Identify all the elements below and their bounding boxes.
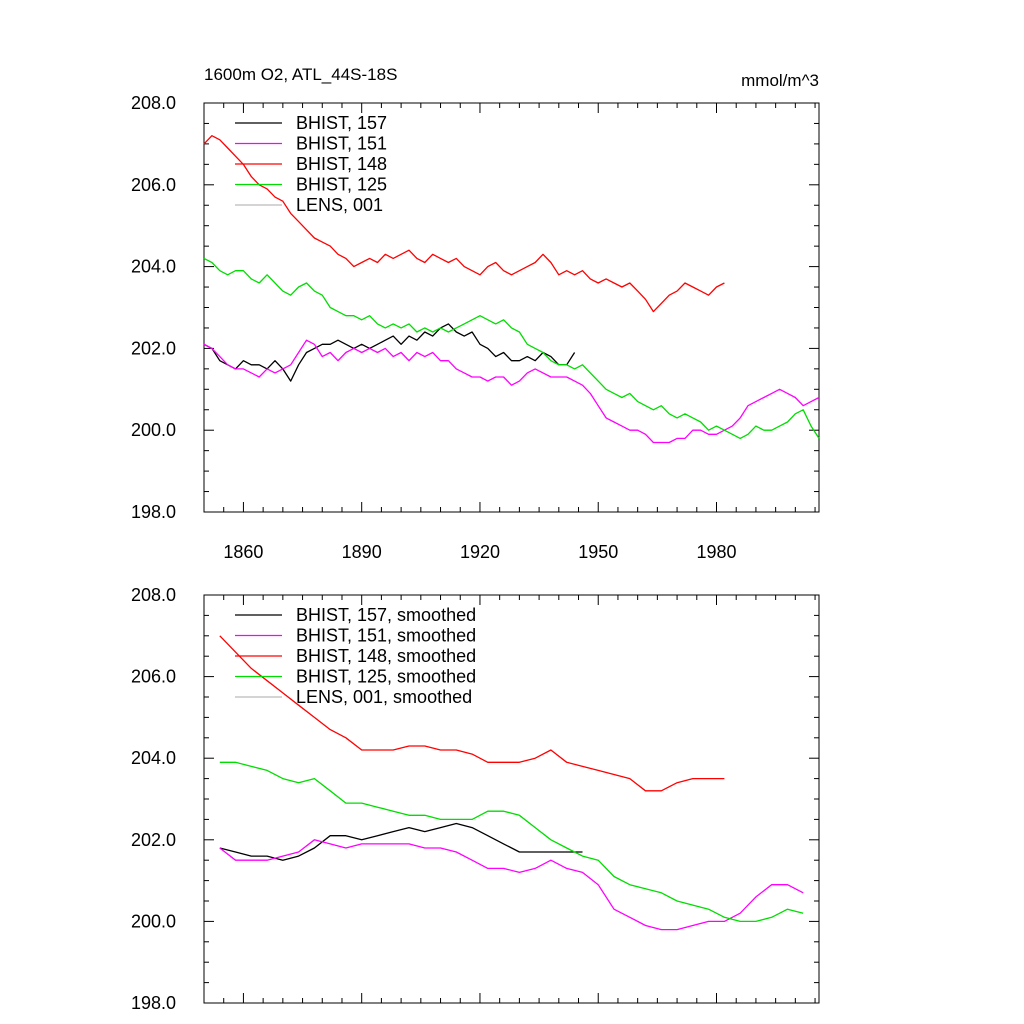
legend-label: BHIST, 151 [296, 134, 387, 154]
y-tick-label: 206.0 [131, 667, 176, 687]
series-line-s157 [203, 323, 576, 382]
x-tick-label: 1980 [696, 542, 736, 562]
y-tick-label: 198.0 [131, 502, 176, 522]
series-line-s157 [219, 822, 583, 861]
series-line-s125 [219, 761, 804, 923]
x-tick-label: 1860 [223, 542, 263, 562]
chart-title: 1600m O2, ATL_44S-18S [204, 65, 397, 84]
y-tick-label: 206.0 [131, 175, 176, 195]
x-tick-label: 1890 [342, 542, 382, 562]
series-line-s125 [203, 257, 820, 440]
legend-label: BHIST, 157 [296, 113, 387, 133]
y-tick-label: 204.0 [131, 257, 176, 277]
x-tick-label: 1950 [578, 542, 618, 562]
y-tick-label: 204.0 [131, 748, 176, 768]
series-line-s151 [203, 339, 820, 444]
x-tick-label: 1920 [460, 542, 500, 562]
y-tick-label: 202.0 [131, 830, 176, 850]
legend-label: LENS, 001 [296, 195, 383, 215]
legend-label: BHIST, 125 [296, 175, 387, 195]
units-label: mmol/m^3 [741, 71, 819, 90]
series-line-s151 [219, 839, 804, 931]
series-line-s148 [203, 135, 725, 313]
y-tick-label: 208.0 [131, 585, 176, 605]
legend-label: BHIST, 148, smoothed [296, 646, 476, 666]
series-line-s148 [219, 635, 725, 792]
legend-label: BHIST, 125, smoothed [296, 667, 476, 687]
legend-label: BHIST, 157, smoothed [296, 605, 476, 625]
y-tick-label: 208.0 [131, 93, 176, 113]
y-tick-label: 200.0 [131, 420, 176, 440]
legend-label: BHIST, 148 [296, 154, 387, 174]
y-tick-label: 202.0 [131, 338, 176, 358]
top-panel: 198.0 200.0 202.0 204.0 206.0 208.0 1860 1890 19… [131, 93, 820, 562]
y-tick-label: 198.0 [131, 993, 176, 1013]
y-tick-label: 200.0 [131, 911, 176, 931]
bottom-panel: 198.0 200.0 202.0 204.0 206.0 208.0 BHIST, 157… [131, 585, 820, 1013]
legend-label: LENS, 001, smoothed [296, 687, 472, 707]
legend-label: BHIST, 151, smoothed [296, 626, 476, 646]
